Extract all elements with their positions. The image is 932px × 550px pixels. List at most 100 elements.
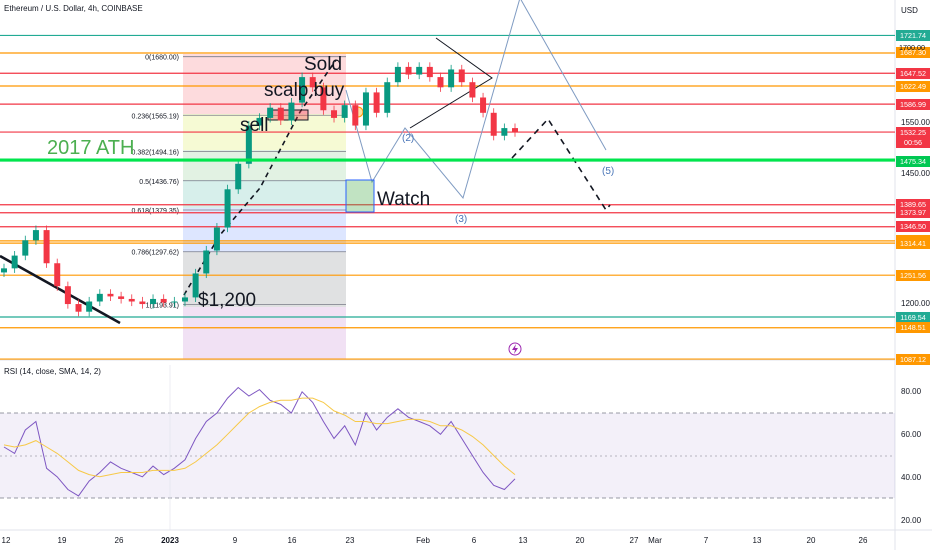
time-tick: 9 [232, 536, 238, 545]
annotation-2017-ath[interactable]: 2017 ATH [47, 137, 134, 159]
candle-body [181, 297, 188, 302]
projection-path-future[interactable] [511, 117, 611, 212]
time-tick: 12 [1, 536, 11, 545]
price-label: 1314.41 [896, 237, 930, 249]
fib-level-label: 0.786(1297.62) [132, 250, 179, 257]
candle-body [32, 230, 39, 241]
elliott-wave-path[interactable] [345, 0, 607, 200]
price-label: 1687.30 [896, 47, 930, 59]
currency-label: USD [901, 6, 918, 15]
rsi-band [0, 413, 895, 498]
wave-label-3[interactable]: (3) [455, 214, 467, 225]
time-tick: 13 [752, 536, 762, 545]
candle-body [309, 77, 316, 88]
candle-body [490, 112, 497, 136]
price-label: 1475.34 [896, 155, 930, 167]
wave-label-2[interactable]: (2) [402, 133, 414, 144]
price-tick: 1200.00 [901, 299, 930, 308]
candle-body [469, 82, 476, 98]
time-tick: 7 [703, 536, 709, 545]
time-tick: 6 [471, 536, 477, 545]
candle-body [1, 268, 7, 273]
horizontal-levels[interactable] [0, 34, 895, 360]
candle-body [256, 117, 263, 126]
candle-body [341, 105, 348, 118]
rsi-tick-80: 80.00 [901, 387, 922, 396]
price-label: 1346.50 [896, 221, 930, 233]
candle-body [118, 296, 125, 299]
candle-body [64, 286, 71, 305]
candle-body [331, 110, 338, 118]
candlestick-series [1, 62, 518, 317]
candle-body [405, 66, 412, 75]
rsi-line [3, 386, 516, 497]
annotation-1200[interactable]: $1,200 [198, 290, 256, 311]
descending-trendline[interactable] [0, 254, 121, 325]
annotation-scalp-buy[interactable]: scalp buy [264, 80, 345, 101]
watch-box[interactable] [345, 179, 375, 213]
candle-body [245, 125, 252, 164]
candle-body [160, 298, 167, 303]
fib-retracement[interactable]: 0(1680.00) 0.236(1565.19) 0.382(1494.16) 0.… [132, 54, 346, 359]
wave-label-5[interactable]: (5) [602, 166, 614, 177]
candle-body [352, 105, 359, 126]
candle-countdown: 00:56 [896, 137, 930, 148]
price-label: 1586.99 [896, 98, 930, 110]
candle-body [320, 87, 327, 111]
price-label: 1532.25 [896, 126, 930, 138]
candle-body [75, 304, 82, 312]
rsi-indicator-title[interactable]: RSI (14, close, SMA, 14, 2) [4, 367, 101, 376]
candle-body [277, 107, 284, 121]
candle-body [267, 107, 274, 118]
time-tick: 26 [114, 536, 124, 545]
candle-body [235, 163, 242, 190]
candle-body [480, 97, 487, 113]
price-label: 1373.97 [896, 207, 930, 219]
sell-box[interactable] [267, 109, 309, 121]
price-tick: 1550.00 [901, 118, 930, 127]
annotation-sold[interactable]: Sold [304, 54, 342, 75]
time-tick: 19 [57, 536, 67, 545]
time-tick: 20 [575, 536, 585, 545]
symbol-title[interactable]: Ethereum / U.S. Dollar, 4h, COINBASE [4, 4, 143, 13]
candle-body [394, 66, 401, 83]
time-tick: 20 [806, 536, 816, 545]
fib-band-0786 [183, 252, 346, 307]
price-label: 1087.12 [896, 353, 930, 365]
candle-body [150, 298, 157, 305]
time-tick: Mar [648, 536, 662, 545]
candle-body [128, 298, 135, 302]
time-tick: Feb [416, 536, 430, 545]
price-tick: 1700.00 [899, 42, 925, 52]
annotation-sell[interactable]: sell [240, 115, 269, 136]
rsi-tick-60: 60.00 [901, 430, 922, 439]
time-tick: 23 [345, 536, 355, 545]
fib-level-label: 0.5(1436.76) [139, 179, 179, 186]
candle-body [512, 128, 518, 133]
lightning-event-icon[interactable] [508, 342, 522, 356]
time-tick: 2023 [161, 536, 179, 545]
triangle-pattern[interactable] [409, 37, 493, 129]
price-tick: 1450.00 [901, 169, 930, 178]
rsi-pane[interactable] [0, 386, 895, 499]
fib-level-label: 0.382(1494.16) [132, 149, 179, 156]
annotation-watch[interactable]: Watch [377, 189, 430, 210]
fib-level-label: 0.618(1379.35) [132, 208, 179, 215]
price-label: 1148.51 [896, 322, 930, 334]
candle-body [203, 250, 210, 274]
fib-level-label: 0.236(1565.19) [132, 113, 179, 120]
candle-body [437, 77, 444, 88]
fib-band-0382 [183, 150, 346, 180]
candle-body [213, 227, 220, 251]
candle-body [501, 128, 508, 136]
candle-body [299, 77, 306, 103]
candle-body [288, 102, 295, 121]
candle-body [96, 293, 103, 302]
candle-body [416, 66, 423, 75]
time-tick: 13 [518, 536, 528, 545]
candle-body [426, 66, 433, 78]
price-label: 1721.74 [896, 29, 930, 41]
candle-body [384, 82, 391, 113]
candle-body [171, 301, 178, 303]
